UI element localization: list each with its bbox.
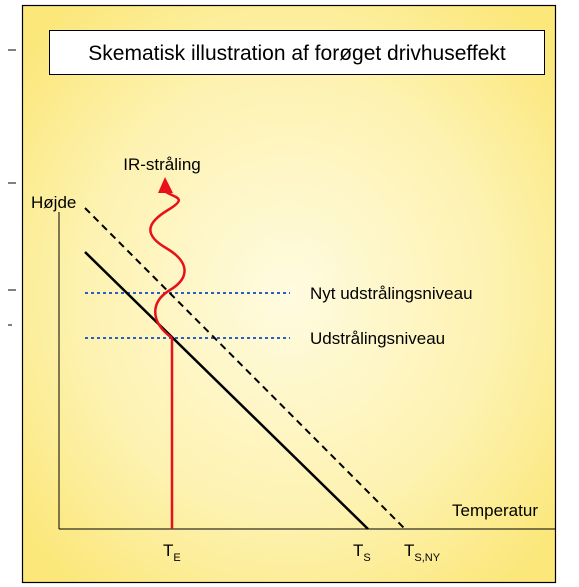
margin-marks bbox=[8, 49, 16, 326]
level-label: Udstrålingsniveau bbox=[310, 329, 445, 348]
subscript: E bbox=[173, 552, 180, 564]
t-s-label: TS bbox=[353, 541, 371, 564]
t-e-label: TE bbox=[163, 541, 181, 564]
subscript: S bbox=[363, 552, 370, 564]
title: Skematisk illustration af forøget drivhu… bbox=[88, 42, 506, 65]
ir-wave bbox=[149, 190, 186, 340]
symbol: T bbox=[163, 541, 173, 560]
temperature-profile bbox=[84, 251, 369, 530]
temperature-label: Temperatur bbox=[452, 501, 538, 520]
t-s-ny-label: TS,NY bbox=[404, 541, 441, 564]
ir-arrowhead bbox=[158, 177, 173, 193]
height-label: Højde bbox=[31, 193, 76, 212]
title-box bbox=[49, 30, 545, 75]
symbol: T bbox=[404, 541, 414, 560]
subscript: S,NY bbox=[414, 552, 440, 564]
new-temperature-profile bbox=[84, 207, 406, 530]
radiation-label: IR-stråling bbox=[123, 155, 200, 174]
symbol: T bbox=[353, 541, 363, 560]
new-level-label: Nyt udstrålingsniveau bbox=[310, 284, 473, 303]
